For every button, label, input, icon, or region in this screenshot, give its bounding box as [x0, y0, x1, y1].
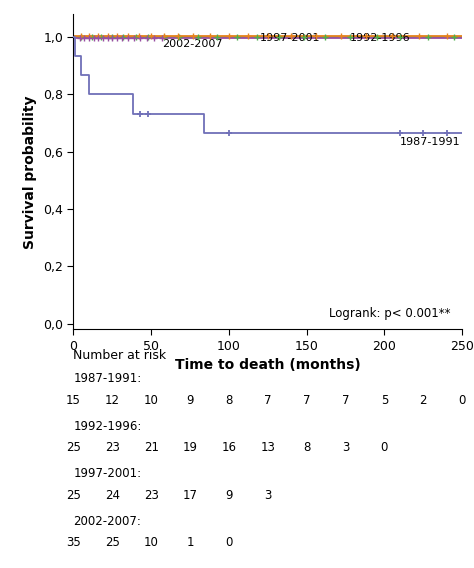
Text: 7: 7 [264, 394, 272, 407]
Text: 0: 0 [381, 441, 388, 454]
Text: 1987-1991: 1987-1991 [400, 137, 461, 148]
Text: 1992-1996: 1992-1996 [350, 34, 411, 43]
Text: Logrank: p< 0.001**: Logrank: p< 0.001** [329, 307, 450, 320]
Text: 10: 10 [144, 536, 159, 549]
Text: 3: 3 [264, 489, 272, 502]
Text: 21: 21 [144, 441, 159, 454]
Text: 1997-2001: 1997-2001 [260, 34, 320, 43]
Text: 0: 0 [225, 536, 233, 549]
Text: 5: 5 [381, 394, 388, 407]
Text: 2002-2007: 2002-2007 [162, 39, 223, 49]
Text: 0: 0 [458, 394, 466, 407]
Text: 8: 8 [225, 394, 233, 407]
Text: 1: 1 [186, 536, 194, 549]
Text: 13: 13 [260, 441, 275, 454]
Text: Number at risk: Number at risk [73, 349, 166, 362]
Text: 3: 3 [342, 441, 349, 454]
Text: 25: 25 [66, 441, 81, 454]
Text: 12: 12 [105, 394, 120, 407]
Text: 1987-1991:: 1987-1991: [73, 373, 142, 385]
Text: 19: 19 [182, 441, 198, 454]
Text: 23: 23 [105, 441, 120, 454]
Text: 2: 2 [419, 394, 427, 407]
Text: 25: 25 [105, 536, 120, 549]
Text: 7: 7 [342, 394, 349, 407]
Text: 17: 17 [182, 489, 198, 502]
X-axis label: Time to death (months): Time to death (months) [175, 358, 361, 373]
Text: 25: 25 [66, 489, 81, 502]
Y-axis label: Survival probability: Survival probability [24, 95, 37, 249]
Text: 16: 16 [221, 441, 237, 454]
Text: 2002-2007:: 2002-2007: [73, 515, 141, 528]
Text: 10: 10 [144, 394, 159, 407]
Text: 35: 35 [66, 536, 81, 549]
Text: 9: 9 [186, 394, 194, 407]
Text: 23: 23 [144, 489, 159, 502]
Text: 9: 9 [225, 489, 233, 502]
Text: 7: 7 [303, 394, 310, 407]
Text: 24: 24 [105, 489, 120, 502]
Text: 8: 8 [303, 441, 310, 454]
Text: 1997-2001:: 1997-2001: [73, 467, 142, 481]
Text: 15: 15 [66, 394, 81, 407]
Text: 1992-1996:: 1992-1996: [73, 420, 142, 433]
